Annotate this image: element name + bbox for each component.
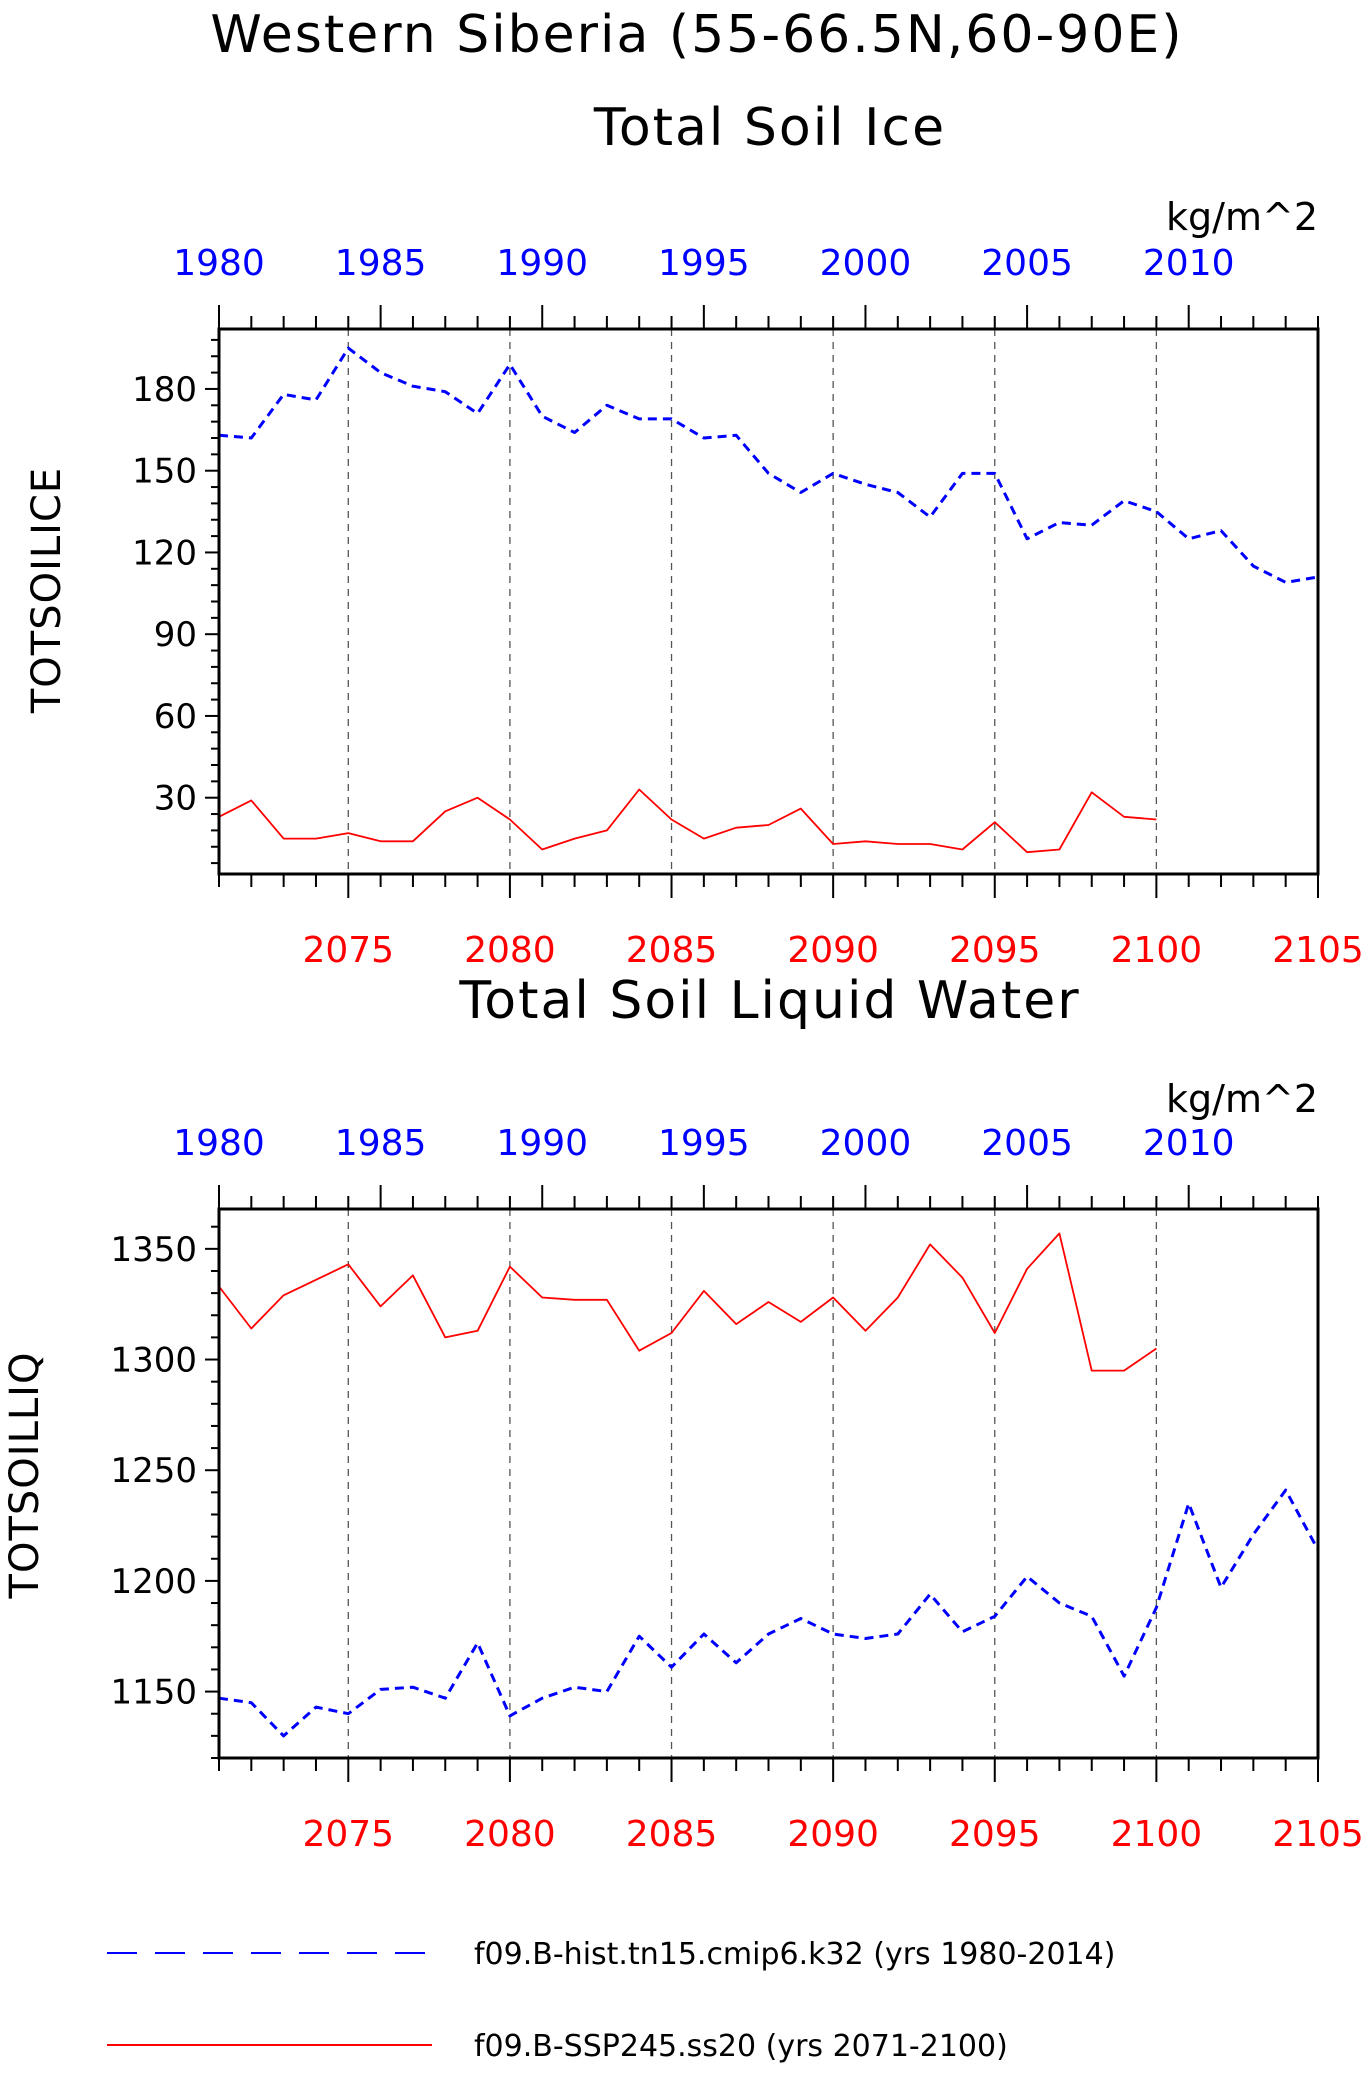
x-top-tick-label: 1995 bbox=[658, 1123, 750, 1164]
panel-soil-ice: 30 60 90 120 150 180 2075 2080 2085 2090 2095 2100 2… bbox=[24, 195, 1364, 971]
figure-title-line1: Western Siberia (55-66.5N,60-90E) bbox=[210, 5, 1183, 65]
y-tick-label: 60 bbox=[154, 697, 197, 737]
legend: f09.B-hist.tn15.cmip6.k32 (yrs 1980-2014… bbox=[107, 1937, 1115, 2064]
units-label: kg/m^2 bbox=[1166, 1077, 1318, 1121]
y-axis-title: TOTSOILLIQ bbox=[2, 1352, 48, 1600]
y-tick-label: 150 bbox=[132, 452, 197, 492]
x-bottom-tick-label: 2085 bbox=[626, 930, 718, 971]
x-bottom-tick-label: 2075 bbox=[302, 930, 394, 971]
plot-frame bbox=[217, 327, 1320, 876]
panel2-title: Total Soil Liquid Water bbox=[458, 971, 1080, 1031]
y-tick-label: 90 bbox=[154, 615, 197, 655]
x-top-tick-label: 1985 bbox=[335, 1123, 427, 1164]
x-top-tick-label: 2000 bbox=[820, 243, 912, 284]
figure-title-line2: Total Soil Ice bbox=[593, 98, 946, 158]
units-label: kg/m^2 bbox=[1166, 195, 1318, 239]
series-line-ssp245 bbox=[218, 1232, 1157, 1372]
y-tick-label: 30 bbox=[154, 779, 197, 819]
y-tick-label: 1250 bbox=[110, 1451, 197, 1491]
x-bottom-tick-label: 2075 bbox=[302, 1814, 394, 1855]
x-top-tick-label: 2000 bbox=[820, 1123, 912, 1164]
x-bottom-tick-label: 2100 bbox=[1111, 930, 1203, 971]
series-line-hist bbox=[218, 1488, 1320, 1738]
x-bottom-tick-label: 2100 bbox=[1111, 1814, 1203, 1855]
x-top-tick-label: 2005 bbox=[981, 243, 1073, 284]
x-top-tick-label: 1995 bbox=[658, 243, 750, 284]
series-line-hist bbox=[218, 346, 1319, 584]
x-bottom-tick-label: 2080 bbox=[464, 1814, 556, 1855]
x-top-tick-label: 1980 bbox=[173, 243, 265, 284]
x-bottom-tick-label: 2095 bbox=[949, 930, 1041, 971]
x-bottom-tick-label: 2095 bbox=[949, 1814, 1041, 1855]
x-top-tick-label: 2010 bbox=[1143, 243, 1235, 284]
x-top-tick-label: 1980 bbox=[173, 1123, 265, 1164]
y-tick-label: 1200 bbox=[110, 1562, 197, 1602]
x-top-tick-label: 2005 bbox=[981, 1123, 1073, 1164]
y-tick-label: 1150 bbox=[110, 1673, 197, 1713]
x-bottom-tick-label: 2090 bbox=[787, 1814, 879, 1855]
x-bottom-tick-label: 2105 bbox=[1272, 930, 1364, 971]
y-tick-label: 180 bbox=[132, 370, 197, 410]
y-tick-label: 1350 bbox=[110, 1230, 197, 1270]
x-top-tick-label: 1990 bbox=[496, 1123, 588, 1164]
y-axis-title: TOTSOILICE bbox=[24, 467, 70, 714]
x-top-tick-label: 1990 bbox=[496, 243, 588, 284]
series-line-ssp245 bbox=[218, 788, 1157, 854]
y-tick-label: 120 bbox=[132, 533, 197, 573]
x-bottom-tick-label: 2090 bbox=[787, 930, 879, 971]
x-top-tick-label: 2010 bbox=[1143, 1123, 1235, 1164]
x-top-tick-label: 1985 bbox=[335, 243, 427, 284]
x-bottom-tick-label: 2105 bbox=[1272, 1814, 1364, 1855]
x-bottom-tick-label: 2085 bbox=[626, 1814, 718, 1855]
panel-soil-liquid-water: 1150 1200 1250 1300 1350 2075 2080 2085 2090 2095… bbox=[2, 1077, 1364, 1855]
legend-label-hist: f09.B-hist.tn15.cmip6.k32 (yrs 1980-2014… bbox=[474, 1937, 1115, 1972]
y-tick-label: 1300 bbox=[110, 1341, 197, 1381]
legend-label-ssp: f09.B-SSP245.ss20 (yrs 2071-2100) bbox=[474, 2029, 1008, 2064]
x-bottom-tick-label: 2080 bbox=[464, 930, 556, 971]
plot-frame bbox=[217, 1207, 1320, 1760]
